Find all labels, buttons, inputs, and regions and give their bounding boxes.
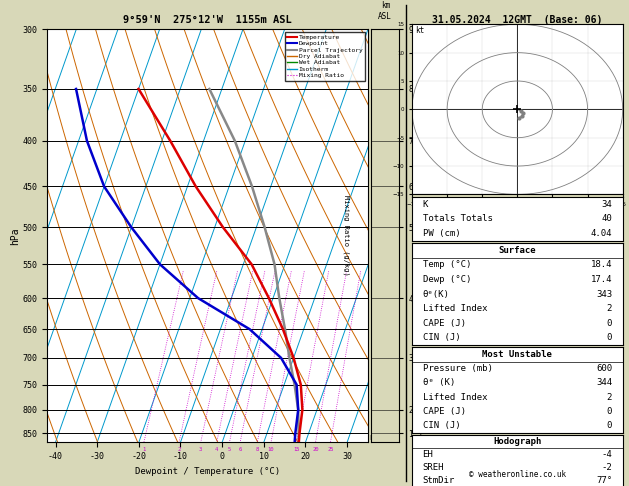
Text: 40: 40 <box>601 214 612 223</box>
Text: K: K <box>423 200 428 208</box>
Text: LCL: LCL <box>369 435 382 441</box>
Text: 2: 2 <box>607 393 612 401</box>
Text: Lifted Index: Lifted Index <box>423 304 487 313</box>
Text: 1: 1 <box>142 447 145 452</box>
X-axis label: Dewpoint / Temperature (°C): Dewpoint / Temperature (°C) <box>135 467 280 475</box>
Text: CIN (J): CIN (J) <box>423 333 460 342</box>
Text: 18.4: 18.4 <box>591 260 612 269</box>
Text: 343: 343 <box>596 290 612 298</box>
Text: -4: -4 <box>601 450 612 459</box>
Text: -2: -2 <box>601 463 612 472</box>
Text: 20: 20 <box>312 447 319 452</box>
Text: StmDir: StmDir <box>423 476 455 486</box>
Text: 15: 15 <box>294 447 300 452</box>
Text: km
ASL: km ASL <box>378 1 392 21</box>
Text: Totals Totals: Totals Totals <box>423 214 493 223</box>
Text: 25: 25 <box>327 447 334 452</box>
Text: 4.04: 4.04 <box>591 229 612 238</box>
Text: θᵉ(K): θᵉ(K) <box>423 290 449 298</box>
Text: 600: 600 <box>596 364 612 373</box>
Text: 31.05.2024  12GMT  (Base: 06): 31.05.2024 12GMT (Base: 06) <box>432 15 603 25</box>
Text: 17.4: 17.4 <box>591 275 612 284</box>
Text: Most Unstable: Most Unstable <box>482 350 552 359</box>
Y-axis label: Mixing Ratio (g/kg): Mixing Ratio (g/kg) <box>343 195 350 276</box>
Text: 0: 0 <box>607 421 612 430</box>
Text: 344: 344 <box>596 379 612 387</box>
Text: SREH: SREH <box>423 463 444 472</box>
Text: Dewp (°C): Dewp (°C) <box>423 275 471 284</box>
Text: PW (cm): PW (cm) <box>423 229 460 238</box>
Text: 4: 4 <box>215 447 218 452</box>
Text: CAPE (J): CAPE (J) <box>423 407 465 416</box>
Legend: Temperature, Dewpoint, Parcel Trajectory, Dry Adiabat, Wet Adiabat, Isotherm, Mi: Temperature, Dewpoint, Parcel Trajectory… <box>285 32 365 81</box>
Text: Surface: Surface <box>499 246 536 255</box>
Text: CIN (J): CIN (J) <box>423 421 460 430</box>
Text: 9°59'N  275°12'W  1155m ASL: 9°59'N 275°12'W 1155m ASL <box>123 15 292 25</box>
Text: 77°: 77° <box>596 476 612 486</box>
Text: 2: 2 <box>607 304 612 313</box>
Text: 3: 3 <box>199 447 203 452</box>
Text: Temp (°C): Temp (°C) <box>423 260 471 269</box>
Text: Hodograph: Hodograph <box>493 437 542 446</box>
Text: θᵉ (K): θᵉ (K) <box>423 379 455 387</box>
Text: 0: 0 <box>607 333 612 342</box>
Text: 34: 34 <box>601 200 612 208</box>
Text: kt: kt <box>416 26 425 35</box>
Text: 10: 10 <box>268 447 274 452</box>
Text: Pressure (mb): Pressure (mb) <box>423 364 493 373</box>
Text: © weatheronline.co.uk: © weatheronline.co.uk <box>469 469 566 479</box>
Text: 2: 2 <box>177 447 181 452</box>
Text: 5: 5 <box>228 447 231 452</box>
Text: 6: 6 <box>238 447 242 452</box>
Text: 0: 0 <box>607 319 612 328</box>
Text: 8: 8 <box>256 447 259 452</box>
Y-axis label: hPa: hPa <box>9 227 19 244</box>
Text: EH: EH <box>423 450 433 459</box>
Text: 0: 0 <box>607 407 612 416</box>
Text: CAPE (J): CAPE (J) <box>423 319 465 328</box>
Text: Lifted Index: Lifted Index <box>423 393 487 401</box>
